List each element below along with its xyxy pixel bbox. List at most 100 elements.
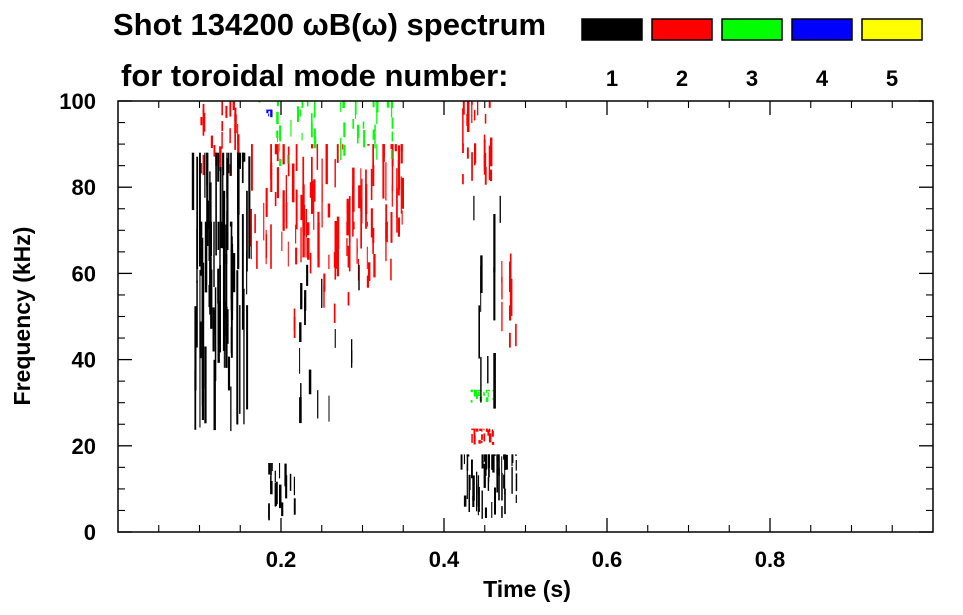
spectrum-mark-mode-1: [300, 383, 302, 414]
legend-label-mode-4: 4: [816, 66, 829, 91]
spectrum-mark-mode-2: [295, 189, 298, 230]
spectrum-mark-mode-1: [225, 254, 228, 336]
spectrum-mark-mode-2: [251, 231, 252, 260]
spectrum-mark-mode-3: [374, 132, 376, 149]
legend-label-mode-1: 1: [606, 66, 618, 91]
spectrum-mark-mode-2: [484, 113, 487, 124]
spectrum-mark-mode-1: [492, 454, 495, 473]
spectrum-mark-mode-1: [498, 454, 500, 476]
spectrum-mark-mode-1: [243, 288, 245, 425]
spectrum-mark-mode-2: [356, 247, 358, 264]
spectrum-mark-mode-2: [281, 231, 283, 251]
spectrum-mark-mode-2: [300, 194, 303, 221]
spectrum-mark-mode-2: [348, 196, 351, 243]
spectrum-mark-mode-2: [221, 101, 223, 116]
spectrum-mark-mode-2: [307, 237, 310, 260]
legend-swatch-mode-1: [581, 18, 643, 41]
spectrum-mark-mode-2: [270, 162, 273, 192]
spectrum-mark-mode-2: [385, 222, 387, 238]
spectrum-mark-mode-1: [496, 454, 499, 474]
spectrum-mark-mode-2: [303, 205, 306, 236]
spectrum-mark-mode-1: [515, 494, 517, 503]
spectrum-mark-mode-2: [274, 144, 278, 155]
spectrum-mark-mode-2: [385, 204, 388, 239]
spectrum-mark-mode-3: [357, 135, 359, 144]
spectrum-mark-mode-2: [210, 135, 213, 148]
legend: 1 2 3 4 5: [581, 18, 923, 91]
y-tick-label: 60: [72, 261, 96, 286]
spectrum-mark-mode-1: [279, 484, 282, 509]
spectrum-mark-mode-4: [270, 112, 272, 117]
spectrum-mark-mode-2: [360, 197, 362, 249]
spectrum-mark-mode-1: [499, 195, 501, 223]
spectrum-mark-mode-3: [390, 101, 393, 109]
spectrum-mark-mode-2: [219, 155, 221, 163]
spectrum-mark-mode-3: [376, 101, 379, 113]
spectrum-mark-mode-2: [221, 121, 224, 131]
spectrum-mark-mode-1: [504, 458, 506, 495]
spectrum-mark-mode-1: [494, 487, 496, 515]
spectrum-mark-mode-1: [463, 495, 467, 507]
spectrum-mark-mode-1: [466, 454, 469, 471]
spectrum-mark-mode-2: [309, 182, 312, 198]
spectrum-mark-mode-2: [385, 221, 388, 226]
y-axis-label: Frequency (kHz): [9, 227, 35, 406]
spectrum-mark-mode-3: [340, 144, 342, 161]
spectrum-mark-mode-1: [206, 221, 208, 245]
spectrum-mark-mode-1: [268, 504, 270, 519]
spectrum-mark-mode-1: [274, 470, 276, 483]
spectrum-mark-mode-1: [219, 265, 221, 353]
spectrum-mark-mode-2: [300, 227, 302, 263]
spectrum-mark-mode-2: [491, 429, 494, 434]
spectrum-mark-mode-2: [346, 221, 349, 236]
spectrum-mark-mode-1: [515, 460, 517, 471]
spectrum-mark-mode-1: [239, 305, 241, 414]
spectrum-mark-mode-1: [204, 152, 206, 198]
spectrum-mark-mode-1: [481, 490, 483, 519]
spectrum-mark-mode-2: [471, 101, 473, 124]
spectrum-mark-mode-2: [276, 167, 279, 199]
spectrum-mark-mode-2: [390, 212, 393, 243]
spectrum-mark-mode-1: [299, 322, 302, 342]
spectrum-mark-mode-2: [321, 158, 323, 202]
spectrum-mark-mode-1: [281, 502, 284, 517]
spectrum-mark-mode-2: [282, 190, 285, 231]
spectrum-mark-mode-2: [295, 247, 298, 265]
spectrum-mark-mode-3: [357, 124, 360, 138]
spectrum-mark-mode-4: [266, 109, 269, 114]
spectrum-mark-mode-2: [373, 254, 376, 278]
spectrum-mark-mode-1: [215, 152, 218, 167]
spectrum-mark-mode-2: [311, 156, 313, 200]
spectrum-mark-mode-1: [488, 454, 490, 478]
spectrum-mark-mode-2: [481, 434, 483, 440]
legend-swatch-mode-3: [721, 18, 783, 41]
spectrum-mark-mode-2: [287, 241, 289, 267]
spectrum-mark-mode-3: [362, 121, 365, 129]
spectrum-mark-mode-2: [366, 221, 368, 227]
spectrum-mark-mode-2: [250, 208, 252, 247]
x-tick-label: 0.8: [755, 547, 786, 572]
spectrum-mark-mode-2: [481, 428, 483, 432]
spectrum-mark-mode-2: [488, 428, 491, 433]
legend-swatch-mode-2: [651, 18, 713, 41]
x-tick-label: 0.4: [429, 547, 460, 572]
spectrum-mark-mode-3: [478, 391, 480, 395]
spectrum-mark-mode-2: [382, 156, 385, 199]
spectrum-mark-mode-2: [366, 275, 369, 288]
spectrum-mark-mode-2: [256, 240, 258, 269]
spectrum-mark-mode-1: [219, 166, 222, 225]
spectrum-mark-mode-3: [483, 392, 485, 396]
spectrum-mark-mode-2: [372, 227, 375, 243]
spectrum-mark-mode-3: [276, 111, 279, 124]
spectrum-mark-mode-1: [511, 454, 513, 463]
x-tick-label: 0.6: [592, 547, 623, 572]
spectrum-mark-mode-2: [385, 162, 387, 201]
spectrum-mark-mode-3: [475, 389, 478, 394]
spectrum-mark-mode-2: [232, 101, 235, 110]
spectrum-mark-mode-1: [476, 471, 478, 507]
spectrum-mark-mode-2: [237, 124, 239, 144]
legend-swatch-mode-4: [791, 18, 853, 41]
spectrum-mark-mode-1: [334, 329, 336, 348]
spectrum-mark-mode-1: [208, 200, 209, 230]
